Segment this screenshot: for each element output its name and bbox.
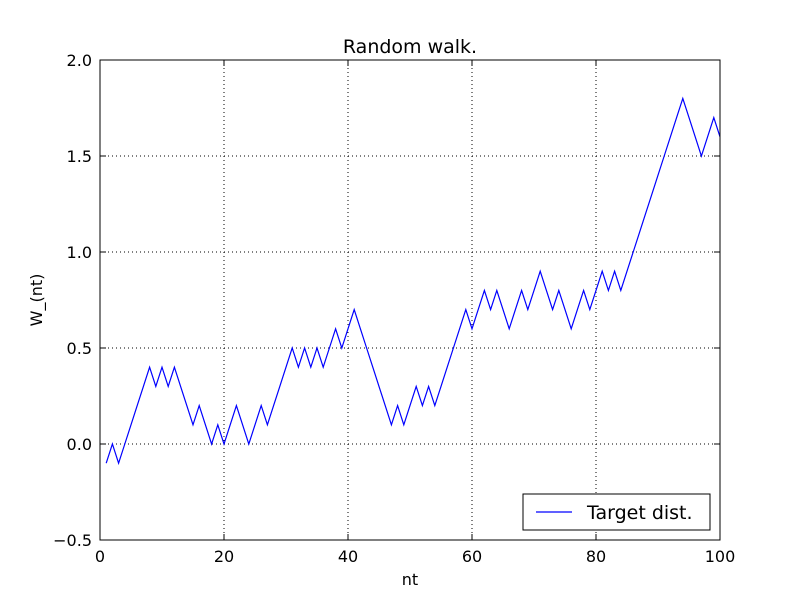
legend: Target dist.: [522, 493, 711, 531]
legend-label: Target dist.: [586, 502, 693, 524]
x-tick-label: 80: [586, 547, 606, 566]
x-tick-label: 20: [214, 547, 234, 566]
y-axis-label: W_(nt): [27, 274, 47, 327]
x-tick-label: 0: [95, 547, 105, 566]
y-tick-label: 0.0: [67, 435, 92, 454]
axis-ticks: 0 20 40 60 80 100 −0.5 0.0 0.5 1.0 1.5 2.0: [53, 51, 735, 566]
x-axis-label: nt: [402, 570, 418, 589]
chart-title: Random walk.: [343, 36, 477, 58]
y-tick-label: 1.0: [67, 243, 92, 262]
x-tick-label: 40: [338, 547, 358, 566]
y-tick-label: 0.5: [67, 339, 92, 358]
x-tick-label: 100: [705, 547, 736, 566]
x-tick-label: 60: [462, 547, 482, 566]
series-line: [105, 96, 721, 466]
series-layer: [105, 96, 721, 466]
y-tick-label: 1.5: [67, 147, 92, 166]
y-tick-label: −0.5: [53, 531, 92, 550]
y-tick-label: 2.0: [67, 51, 92, 70]
plot-frame: [99, 59, 721, 541]
